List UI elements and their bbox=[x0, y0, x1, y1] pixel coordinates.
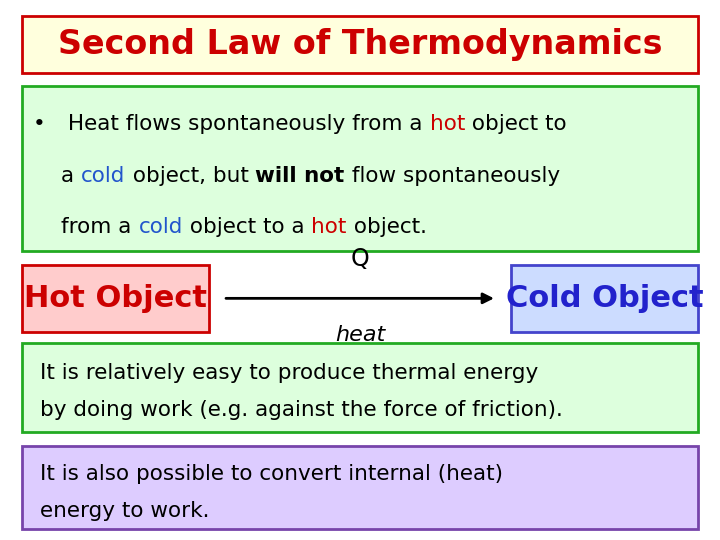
Text: cold: cold bbox=[138, 217, 183, 237]
Text: will not: will not bbox=[256, 165, 345, 186]
Text: hot: hot bbox=[430, 114, 465, 134]
Text: a: a bbox=[61, 165, 81, 186]
FancyBboxPatch shape bbox=[22, 86, 698, 251]
Text: from a: from a bbox=[61, 217, 138, 237]
FancyBboxPatch shape bbox=[511, 265, 698, 332]
Text: It is relatively easy to produce thermal energy: It is relatively easy to produce thermal… bbox=[40, 362, 538, 383]
Text: It is also possible to convert internal (heat): It is also possible to convert internal … bbox=[40, 463, 503, 484]
Text: cold: cold bbox=[81, 165, 125, 186]
Text: Second Law of Thermodynamics: Second Law of Thermodynamics bbox=[58, 28, 662, 61]
Text: hot: hot bbox=[311, 217, 347, 237]
Text: flow spontaneously: flow spontaneously bbox=[345, 165, 559, 186]
Text: object.: object. bbox=[347, 217, 427, 237]
FancyBboxPatch shape bbox=[22, 446, 698, 529]
FancyBboxPatch shape bbox=[22, 343, 698, 432]
Text: energy to work.: energy to work. bbox=[40, 501, 209, 522]
Text: Q: Q bbox=[351, 247, 369, 271]
Text: object to: object to bbox=[465, 114, 567, 134]
Text: Heat flows spontaneously from a: Heat flows spontaneously from a bbox=[61, 114, 430, 134]
Text: heat: heat bbox=[335, 325, 385, 346]
Text: Hot Object: Hot Object bbox=[24, 284, 207, 313]
Text: object, but: object, but bbox=[125, 165, 256, 186]
Text: object to a: object to a bbox=[183, 217, 311, 237]
Text: by doing work (e.g. against the force of friction).: by doing work (e.g. against the force of… bbox=[40, 400, 562, 421]
FancyBboxPatch shape bbox=[22, 16, 698, 73]
Text: Cold Object: Cold Object bbox=[506, 284, 703, 313]
FancyBboxPatch shape bbox=[22, 265, 209, 332]
Text: •: • bbox=[32, 114, 45, 134]
